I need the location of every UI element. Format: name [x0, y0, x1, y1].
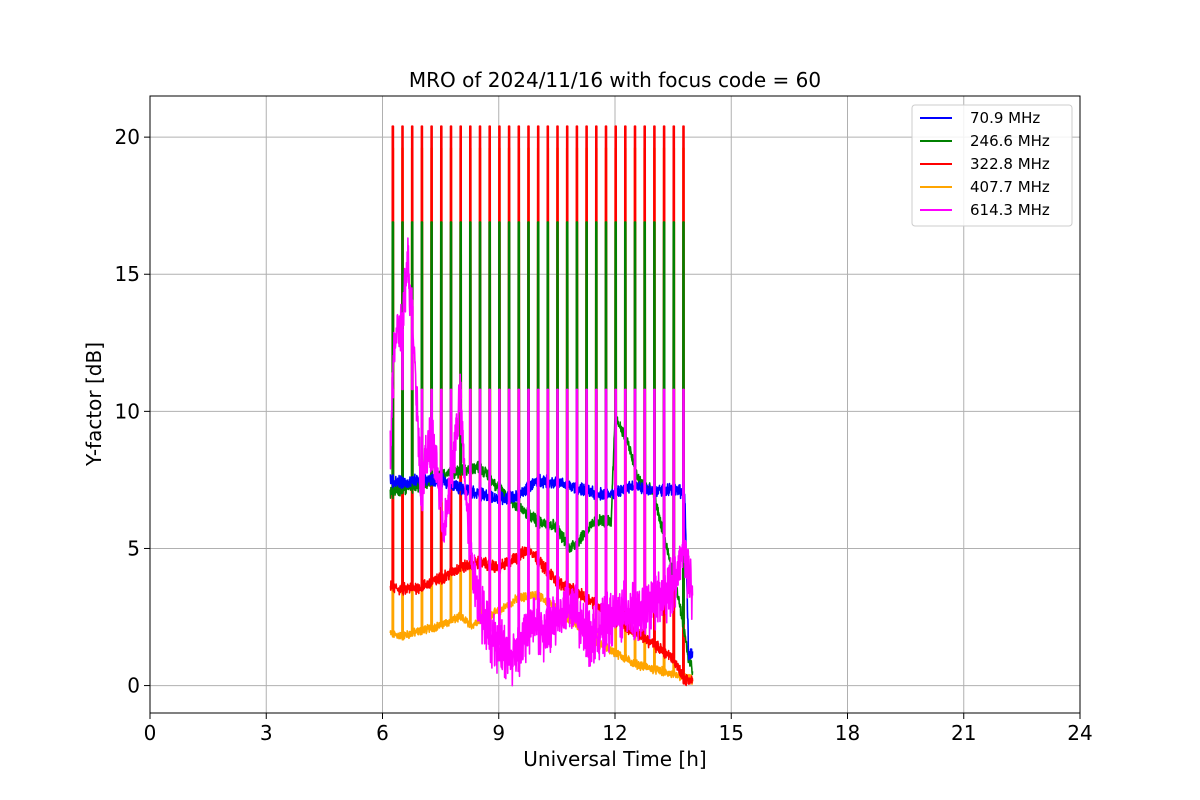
plot-lines [389, 125, 694, 687]
x-tick-label: 18 [835, 721, 860, 745]
x-tick-label: 24 [1067, 721, 1092, 745]
legend: 70.9 MHz 246.6 MHz 322.8 MHz 407.7 MHz 614.3… [911, 104, 1073, 227]
y-tick-label: 0 [127, 674, 140, 698]
x-tick-label: 15 [719, 721, 744, 745]
legend-label: 70.9 MHz [970, 109, 1040, 127]
legend-box [911, 104, 1073, 227]
y-tick-label: 5 [127, 536, 140, 560]
y-tick-label: 10 [115, 399, 140, 423]
y-axis-label: Y-factor [dB] [82, 342, 106, 467]
series-line-614-3-mhz [389, 237, 694, 687]
x-tick-label: 9 [492, 721, 505, 745]
x-tick-label: 3 [260, 721, 273, 745]
chart-title: MRO of 2024/11/16 with focus code = 60 [409, 68, 821, 92]
x-tick-label: 21 [951, 721, 976, 745]
legend-label: 246.6 MHz [970, 132, 1050, 150]
legend-label: 614.3 MHz [970, 201, 1050, 219]
x-tick-label: 12 [602, 721, 627, 745]
axis-ticks: 0 3 6 9 12 15 18 21 24 0 5 10 15 20 [115, 125, 1093, 745]
legend-label: 407.7 MHz [970, 178, 1050, 196]
y-tick-label: 20 [115, 125, 140, 149]
legend-label: 322.8 MHz [970, 155, 1050, 173]
y-tick-label: 15 [115, 262, 140, 286]
x-tick-label: 6 [376, 721, 389, 745]
x-tick-label: 0 [144, 721, 157, 745]
x-axis-label: Universal Time [h] [523, 747, 706, 771]
